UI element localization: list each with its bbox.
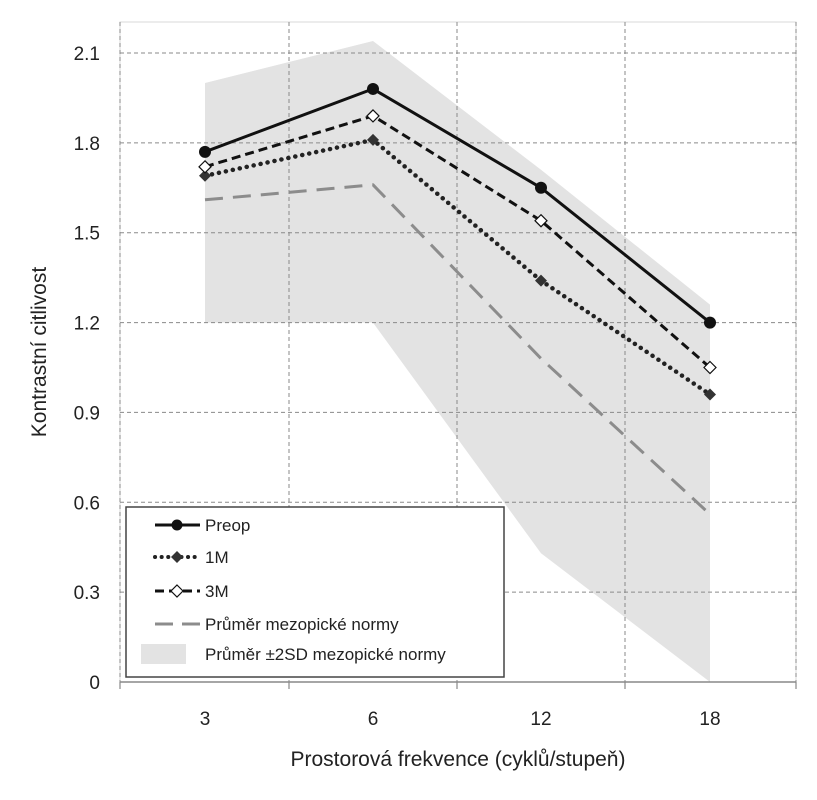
y-tick-label: 1.2	[74, 314, 100, 335]
data-point-3m	[703, 360, 717, 375]
legend-label-preop: Preop	[205, 516, 250, 535]
x-tick-label: 3	[200, 709, 211, 730]
data-point-1m	[704, 388, 716, 401]
legend-label-norm-band: Průměr ±2SD mezopické normy	[205, 645, 446, 664]
legend-marker-1m	[171, 551, 183, 563]
legend: Preop 1M 3M Průměr mezopické normy Průmě…	[125, 506, 505, 678]
series-line-3m	[204, 114, 711, 369]
y-tick-label: 1.5	[74, 224, 100, 245]
data-point-1m	[535, 274, 547, 287]
legend-label-1m: 1M	[205, 548, 229, 567]
data-point-3m	[366, 109, 380, 123]
y-tick-label: 0	[89, 673, 100, 694]
data-point-preop	[704, 316, 716, 329]
data-point-3m	[534, 213, 548, 228]
series-line-preop	[204, 87, 711, 324]
y-axis-title: Kontrastní citlivost	[28, 267, 51, 438]
y-tick-label: 0.9	[74, 403, 100, 424]
data-point-3m	[198, 159, 212, 174]
data-point-preop	[199, 145, 211, 158]
y-tick-label: 2.1	[74, 44, 100, 65]
x-tick-label: 6	[368, 709, 379, 730]
legend-marker-3m	[170, 584, 184, 598]
y-tick-labels: 0 0.3 0.6 0.9 1.2 1.5 1.8 2.1	[74, 44, 100, 694]
series-line-1m	[202, 137, 713, 397]
data-point-1m	[367, 133, 379, 146]
x-tick-label: 18	[699, 709, 720, 730]
data-point-1m	[199, 169, 211, 182]
y-tick-label: 0.3	[74, 583, 100, 604]
legend-label-3m: 3M	[205, 582, 229, 601]
x-tick-label: 12	[530, 709, 551, 730]
legend-swatch-norm-band	[141, 644, 186, 664]
x-tick-labels: 3 6 12 18	[119, 682, 797, 730]
y-tick-label: 1.8	[74, 134, 100, 155]
series-group	[198, 82, 717, 516]
data-point-preop	[535, 181, 547, 194]
series-line-pr-m-r-mezopick-normy	[204, 183, 712, 516]
y-tick-label: 0.6	[74, 493, 100, 514]
legend-label-norm-mean: Průměr mezopické normy	[205, 615, 399, 634]
data-point-preop	[367, 82, 379, 95]
legend-marker-preop	[171, 519, 183, 531]
x-axis-title: Prostorová frekvence (cyklů/stupeň)	[291, 748, 626, 771]
